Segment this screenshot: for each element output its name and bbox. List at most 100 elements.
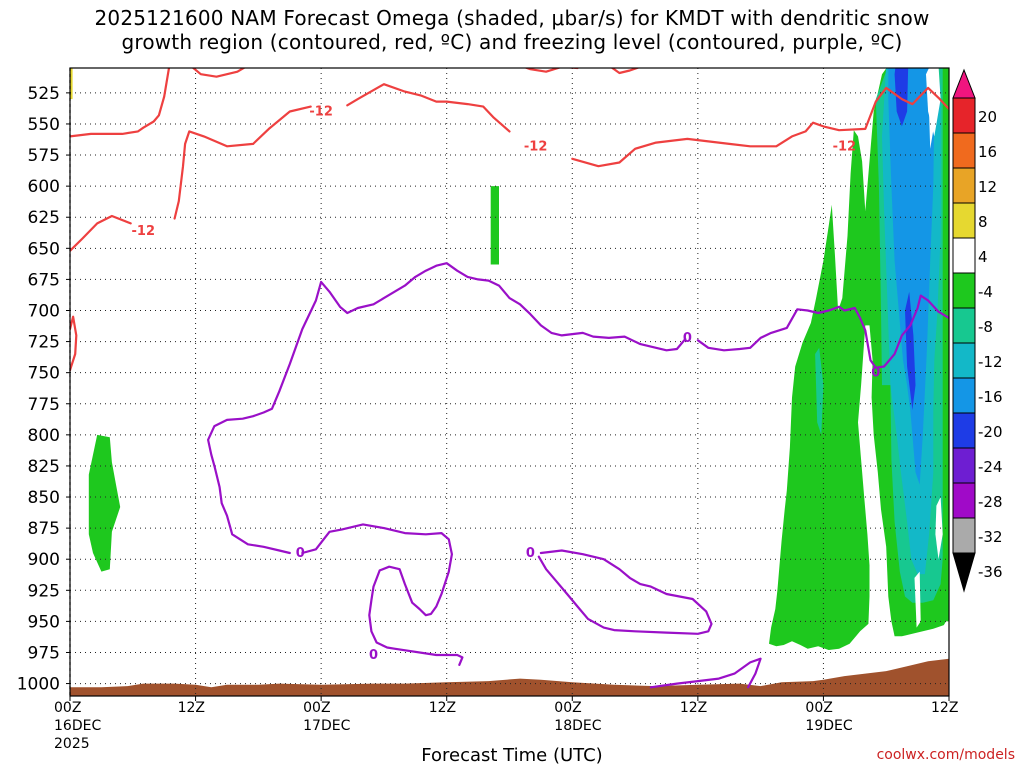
contour-0-0 [70,315,78,372]
colorbar-swatch-3 [952,167,976,204]
xtick-label-60-1: 12Z [679,700,708,716]
chart-title-line-1: 2025121600 NAM Forecast Omega (shaded, μ… [94,6,930,30]
colorbar-swatch-12 [952,482,976,519]
ytick-label-1000: 1000 [17,675,60,695]
omega-shading [70,68,949,650]
ytick-label-575: 575 [28,146,60,166]
ytick-label-975: 975 [28,643,60,663]
colorbar-label-8: -16 [978,388,1003,406]
ytick-label-825: 825 [28,457,60,477]
ytick-label-875: 875 [28,519,60,539]
contour-label-0-1: -12 [309,105,333,120]
omega-region-13 [914,571,921,628]
colorbar-label-10: -24 [978,458,1003,476]
contour-0-7 [523,68,579,73]
omega-region-0 [88,434,121,572]
chart-title-line-2: growth region (contoured, red, ºC) and f… [121,30,903,54]
ytick-label-675: 675 [28,270,60,290]
xtick-label-48-1: 00Z [554,700,582,716]
colorbar: 20 16 12 8 4 -4 -8 -12 -16 -20 -24 -28 -32 -36 [952,68,1003,593]
colorbar-swatch-8 [952,342,976,379]
contour-0-4 [571,86,949,168]
contour-0-8 [610,68,641,75]
colorbar-swatch-11 [952,447,976,484]
colorbar-label-1: 16 [978,143,997,161]
colorbar-swatch-4 [952,202,976,239]
colorbar-label-12: -32 [978,528,1003,546]
ytick-label-750: 750 [28,364,60,384]
omega-region-9 [942,68,949,622]
colorbar-label-5: -4 [978,283,993,301]
terrain-layer [70,658,949,696]
contour-1-4 [649,657,762,689]
contour-0-6 [191,68,246,78]
contour-lines: -12 -12 -12 -12 0 0 0 0 0 [70,68,949,689]
colorbar-swatch-13 [952,517,976,554]
ytick-label-550: 550 [28,115,60,135]
ytick-label-925: 925 [28,581,60,601]
contour-1-3 [537,549,713,635]
plot-frame [69,67,950,697]
xtick-label-12-1: 12Z [177,700,205,716]
xtick-label-0-2: 16DEC [54,718,102,734]
ytick-label-650: 650 [28,239,60,259]
xtick-label-24-1: 00Z [303,700,331,716]
colorbar-swatch-2 [952,132,976,169]
xtick-label-48-2: 18DEC [554,718,602,734]
omega-region-6 [888,68,935,485]
ytick-label-625: 625 [28,208,60,228]
contour-label-0-0: -12 [132,224,156,239]
terrain-fill [70,658,949,696]
contour-1-1 [207,262,687,555]
contour-label-1-0: 0 [296,546,305,561]
xtick-label-24-2: 17DEC [303,718,351,734]
xtick-label-72-2: 19DEC [805,718,853,734]
colorbar-top-triangle [952,68,976,99]
contour-label-1-4: 0 [871,366,880,381]
omega-region-7 [894,68,909,127]
omega-region-12 [935,497,943,560]
colorbar-label-13: -36 [978,563,1003,581]
colorbar-bottom-triangle [952,552,976,593]
xtick-label-36-1: 12Z [428,700,457,716]
xtick-label-72-1: 00Z [805,700,833,716]
contour-0-1 [70,214,132,252]
colorbar-swatch-5 [952,237,976,274]
colorbar-label-11: -28 [978,493,1003,511]
contour-label-0-2: -12 [524,139,548,154]
colorbar-label-2: 12 [978,178,997,196]
contour-label-1-2: 0 [526,546,535,561]
credit-link[interactable]: coolwx.com/models [876,747,1015,763]
colorbar-label-9: -20 [978,423,1003,441]
xtick-label-84-1: 12Z [931,700,959,716]
colorbar-swatch-10 [952,412,976,449]
colorbar-label-4: 4 [978,248,988,266]
xtick-label-0-3: 2025 [54,736,90,752]
colorbar-label-6: -8 [978,318,993,336]
omega-region-4 [815,347,824,435]
pressure-axis: 525 550 575 600 625 650 675 700 725 750 775 800 825 8… [17,84,950,701]
ytick-label-700: 700 [28,301,60,321]
colorbar-label-3: 8 [978,213,988,231]
contour-label-0-3: -12 [833,139,857,154]
colorbar-label-7: -12 [978,353,1003,371]
contour-label-1-3: 0 [683,331,692,346]
ytick-label-775: 775 [28,395,60,415]
xtick-label-0-1: 00Z [54,700,82,716]
contour-0-5 [70,68,171,138]
ytick-label-600: 600 [28,177,60,197]
omega-region-8 [905,291,916,410]
omega-region-10 [70,68,73,100]
ytick-label-800: 800 [28,426,60,446]
contour-1-2 [696,294,949,369]
colorbar-swatch-9 [952,377,976,414]
colorbar-label-0: 20 [978,108,997,126]
colorbar-swatch-1 [952,97,976,134]
x-axis-label: Forecast Time (UTC) [421,745,603,766]
omega-region-1 [490,186,499,265]
contour-label-1-1: 0 [369,648,378,663]
contour-0-2 [173,105,312,220]
contour-0-3 [346,83,511,133]
ytick-label-725: 725 [28,333,60,353]
